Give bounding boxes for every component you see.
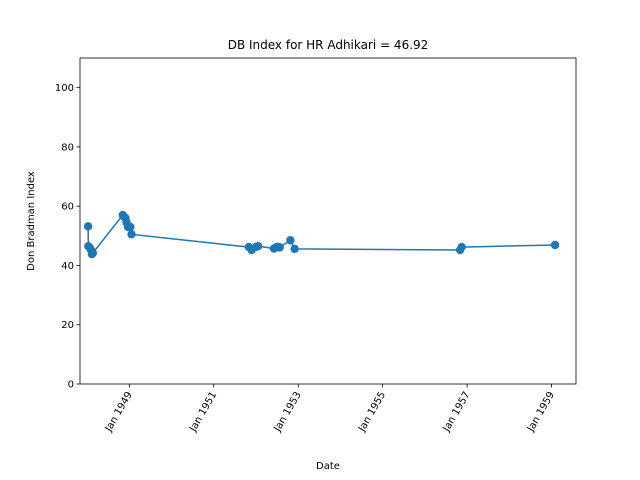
x-tick-label: Jan 1957 bbox=[441, 390, 473, 435]
data-point bbox=[290, 244, 299, 254]
y-tick-label: 20 bbox=[61, 320, 74, 331]
x-tick-label: Jan 1949 bbox=[103, 390, 135, 435]
y-axis: 0 20 40 60 80 100 bbox=[55, 83, 80, 391]
x-axis: Jan 1949 Jan 1951 Jan 1953 Jan 1955 Jan 1957… bbox=[103, 384, 557, 435]
data-point bbox=[275, 243, 284, 252]
y-tick-label: 0 bbox=[68, 380, 74, 391]
plot-area bbox=[80, 58, 576, 384]
x-tick-label: Jan 1951 bbox=[187, 390, 219, 435]
data-point bbox=[88, 248, 98, 258]
y-tick-label: 60 bbox=[61, 202, 74, 213]
x-tick-label: Jan 1955 bbox=[356, 390, 388, 435]
data-point bbox=[253, 241, 263, 251]
data-point bbox=[550, 240, 560, 250]
data-point bbox=[83, 222, 93, 231]
chart-title: DB Index for HR Adhikari = 46.92 bbox=[228, 38, 429, 52]
data-point bbox=[457, 242, 466, 252]
plot-frame bbox=[79, 57, 577, 385]
series-layer bbox=[83, 210, 560, 259]
data-point bbox=[127, 230, 136, 239]
x-tick-label: Jan 1953 bbox=[272, 390, 304, 435]
x-axis-label: Date bbox=[316, 461, 340, 472]
data-point bbox=[286, 236, 295, 245]
y-axis-label: Don Bradman Index bbox=[26, 171, 37, 271]
y-tick-label: 80 bbox=[61, 142, 74, 153]
data-point bbox=[126, 222, 135, 232]
y-tick-label: 40 bbox=[61, 261, 74, 272]
y-tick-label: 100 bbox=[55, 83, 74, 94]
x-tick-label: Jan 1959 bbox=[525, 390, 557, 435]
